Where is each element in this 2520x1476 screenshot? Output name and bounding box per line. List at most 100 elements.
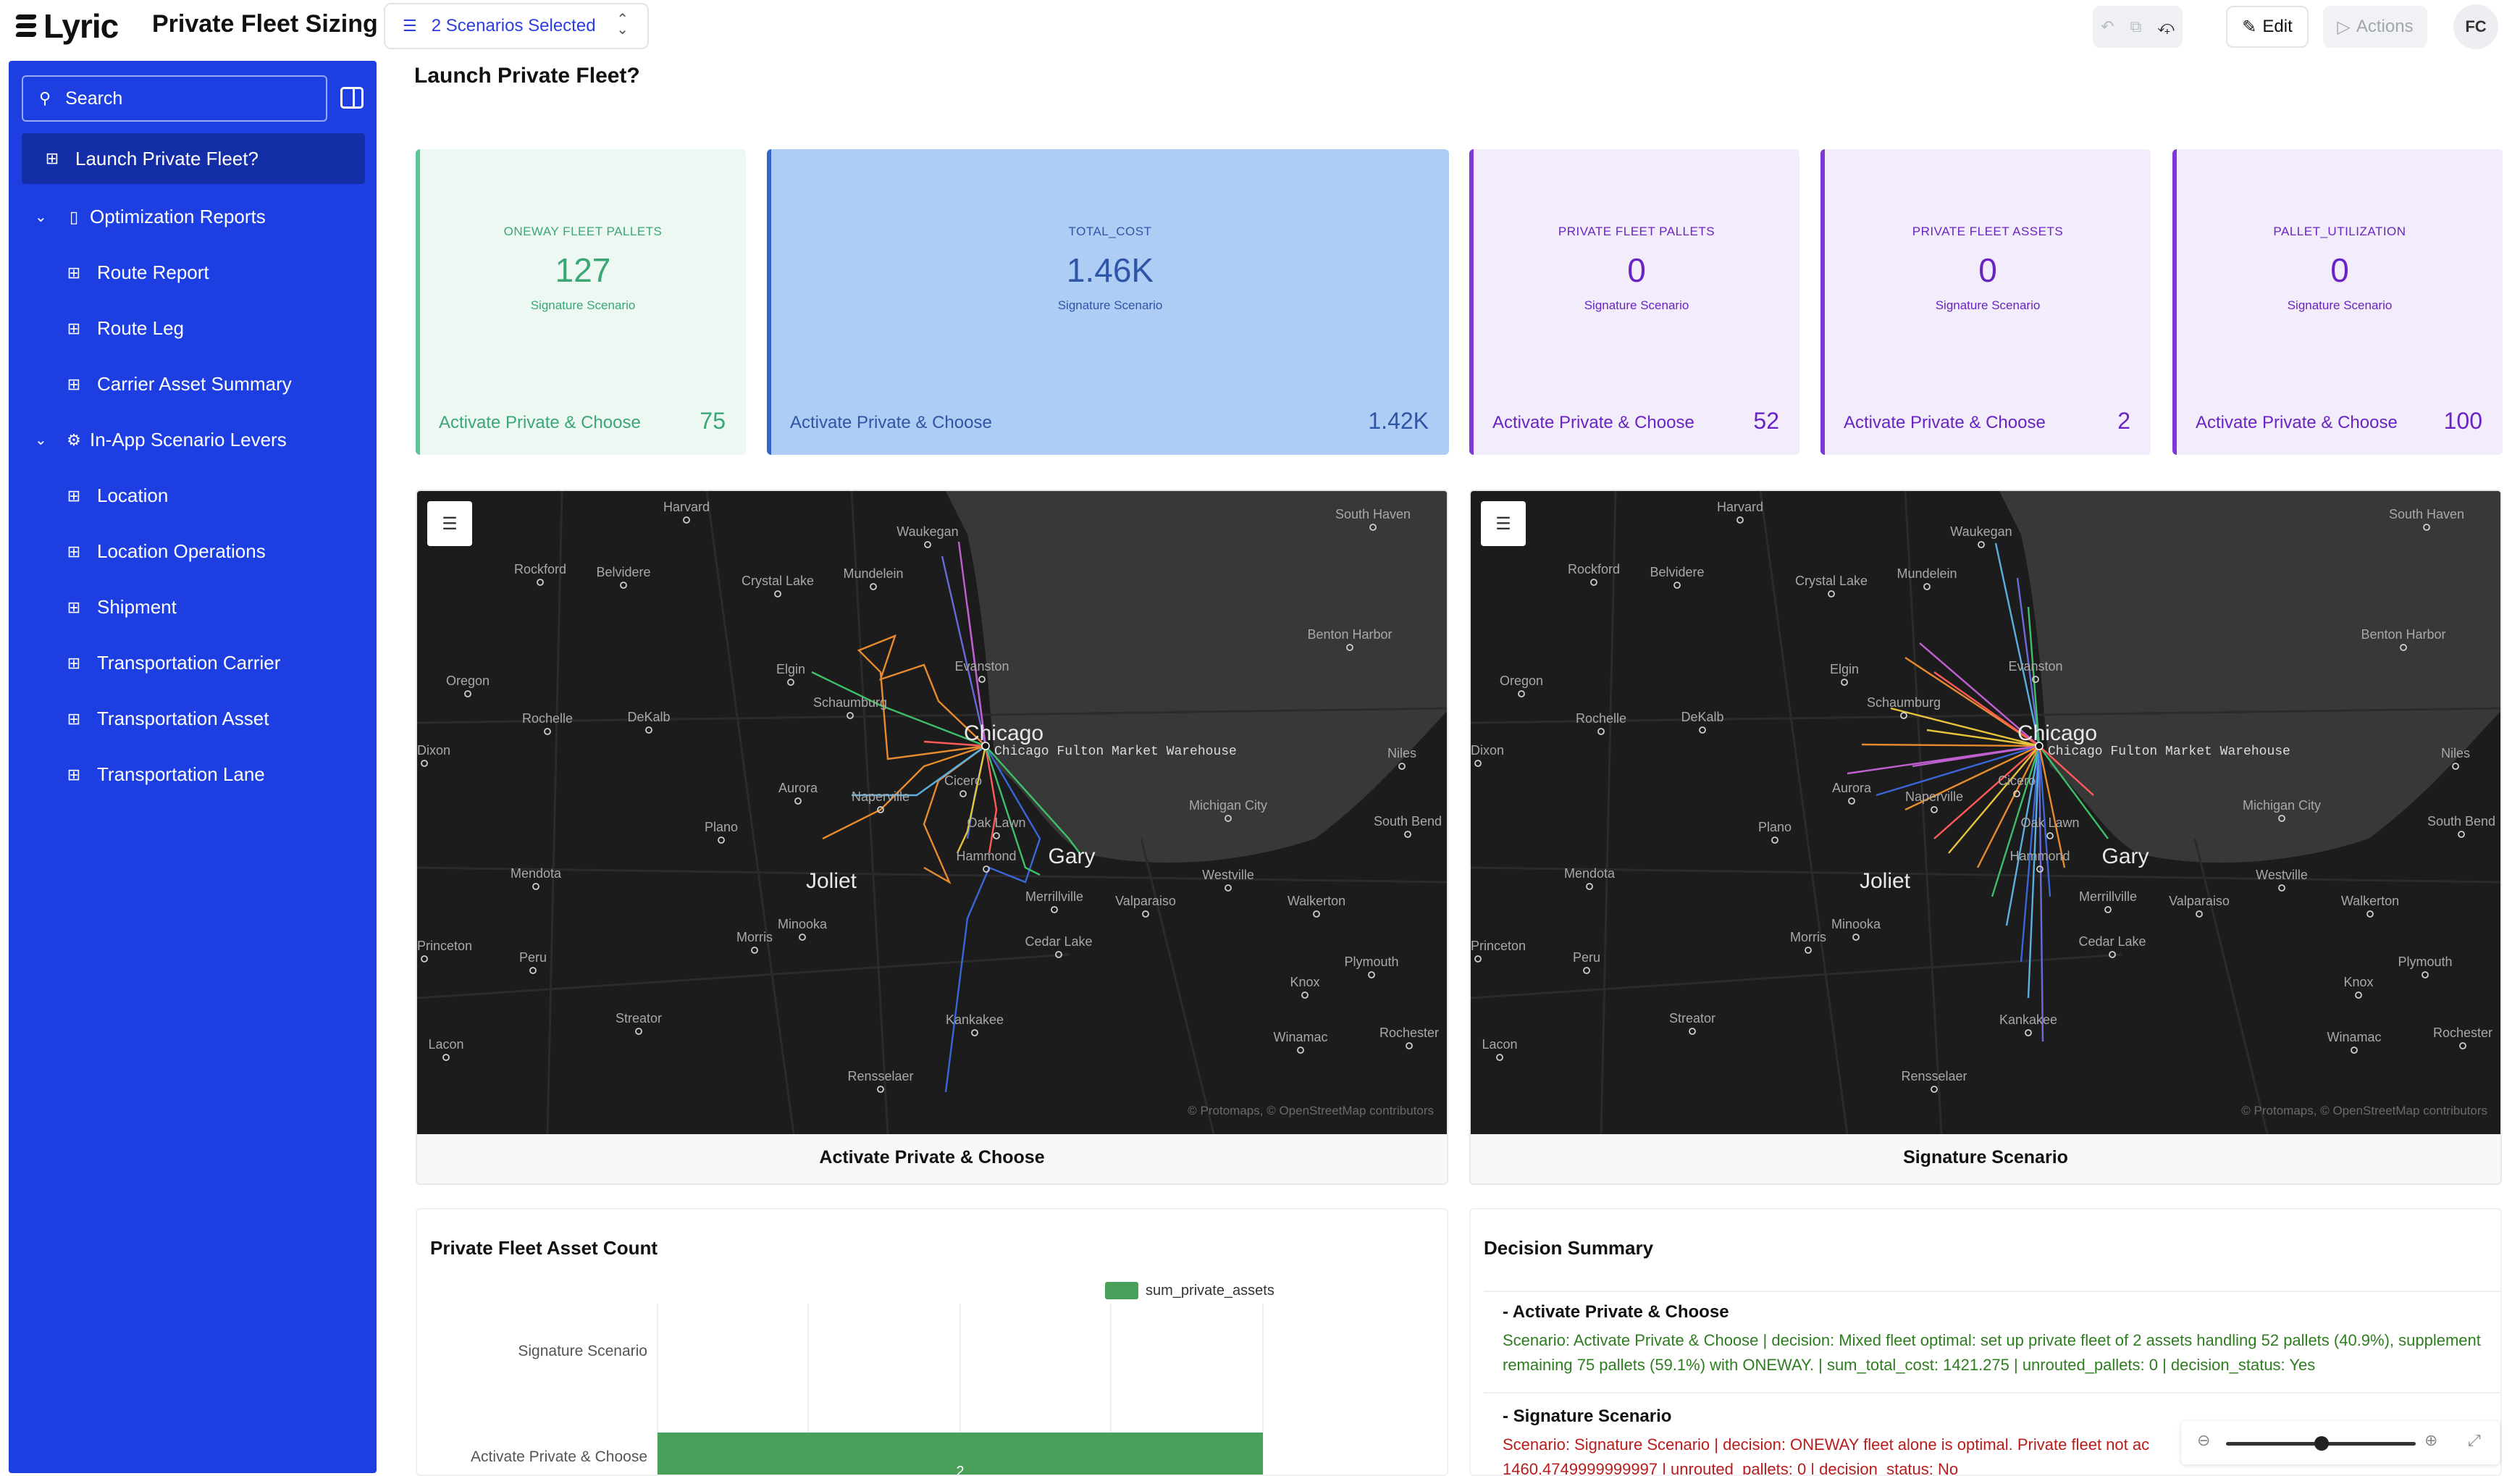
chart-legend[interactable]: sum_private_assets (1105, 1282, 1274, 1299)
app-title: Private Fleet Sizing (152, 10, 378, 38)
route-line[interactable] (2038, 745, 2094, 796)
route-line[interactable] (1933, 745, 2040, 839)
route-line[interactable] (2038, 745, 2051, 897)
map-place-label: Mendota (511, 866, 562, 881)
map-caption: Signature Scenario (1903, 1147, 2068, 1167)
map-place-label: Michigan City (2243, 798, 2321, 813)
kpi-compare-value: 2 (2117, 408, 2130, 434)
route-line[interactable] (2038, 745, 2044, 1042)
route-line[interactable] (2016, 577, 2041, 747)
route-line[interactable] (2038, 745, 2109, 839)
route-line[interactable] (1933, 671, 2040, 747)
sidebar-item-route-report[interactable]: ⊞ Route Report (9, 245, 377, 301)
search-input[interactable]: ⚲ Search (22, 75, 327, 122)
sidebar-item-shipment[interactable]: ⊞ Shipment (9, 579, 377, 635)
sidebar-group-in-app-scenario-levers[interactable]: ⌄ ⚙ In-App Scenario Levers (9, 412, 377, 468)
zoom-slider-handle[interactable] (2314, 1436, 2329, 1451)
route-line[interactable] (1904, 745, 2040, 811)
share-icon[interactable]: ⤽ (2157, 17, 2175, 35)
route-line[interactable] (1890, 707, 2040, 747)
layers-icon[interactable]: ☰ (427, 501, 472, 546)
sidebar-item-transportation-carrier[interactable]: ⊞ Transportation Carrier (9, 635, 377, 691)
route-map[interactable]: Harvard Waukegan South Haven Rockford Belvid… (1471, 491, 2502, 1134)
copy-icon[interactable]: ⧉ (2130, 17, 2142, 35)
route-line[interactable] (2038, 745, 2066, 868)
map-place-dot (1841, 679, 1848, 686)
kpi-compare-label: Activate Private & Choose (1844, 413, 2046, 432)
zoom-control: ⊖ ⊕ ⤢ (2181, 1421, 2500, 1464)
route-line[interactable] (1991, 745, 2041, 897)
sidebar-item-location-operations[interactable]: ⊞ Location Operations (9, 524, 377, 579)
route-line[interactable] (966, 606, 987, 747)
map-place-label: Cedar Lake (2078, 934, 2146, 949)
bar[interactable] (658, 1433, 1263, 1476)
route-map[interactable]: Harvard Waukegan South Haven Rockford Belvid… (417, 491, 1448, 1134)
map-place-label: Belvidere (1650, 565, 1704, 579)
map-place-dot (1900, 712, 1907, 719)
sidebar-item-carrier-asset-summary[interactable]: ⊞ Carrier Asset Summary (9, 356, 377, 412)
sidebar-collapse-icon[interactable] (340, 87, 364, 109)
route-line[interactable] (1976, 745, 2041, 868)
route-line[interactable] (944, 745, 1041, 1093)
map-place-label: South Haven (2389, 507, 2464, 521)
warehouse-marker[interactable] (981, 742, 990, 750)
route-line[interactable] (1948, 745, 2040, 854)
lyric-logo[interactable]: Lyric (13, 6, 119, 46)
undo-icon[interactable]: ↶ (2101, 17, 2114, 35)
kpi-label: ONEWAY FLEET PALLETS (503, 225, 663, 238)
kpi-card-pallet-utilization[interactable]: PALLET_UTILIZATION 0 Signature Scenario … (2172, 149, 2503, 455)
scenario-selector[interactable]: ☰ 2 Scenarios Selected ⌃ ⌄ (384, 3, 649, 49)
sidebar-item-launch-private-fleet[interactable]: ⊞ Launch Private Fleet? (22, 133, 365, 184)
kpi-card-private-fleet-pallets[interactable]: PRIVATE FLEET PALLETS 0 Signature Scenar… (1469, 149, 1799, 455)
route-line[interactable] (1919, 642, 2040, 747)
dashboard-icon: ⊞ (67, 486, 81, 505)
route-line[interactable] (852, 745, 986, 797)
route-line[interactable] (956, 745, 987, 854)
road-line (417, 953, 1070, 999)
actions-label: Actions (2356, 17, 2414, 36)
route-line[interactable] (811, 671, 986, 747)
zoom-in-icon[interactable]: ⊕ (2424, 1431, 2438, 1449)
map-place-dot (794, 797, 802, 805)
actions-button[interactable]: ▷ Actions (2323, 6, 2427, 48)
map-place-label: Winamac (1273, 1030, 1327, 1044)
map-place-dot (2458, 831, 2465, 838)
route-line[interactable] (1994, 542, 2041, 747)
route-line[interactable] (857, 634, 986, 760)
sidebar-group-optimization-reports[interactable]: ⌄ ▯ Optimization Reports (9, 189, 377, 245)
avatar[interactable]: FC (2453, 4, 2498, 49)
route-line[interactable] (2020, 745, 2041, 963)
sidebar-item-route-leg[interactable]: ⊞ Route Leg (9, 301, 377, 356)
map-place-label: Dixon (417, 743, 450, 758)
kpi-card-total-cost[interactable]: TOTAL_COST 1.46K Signature Scenario Acti… (767, 149, 1449, 455)
route-line[interactable] (941, 555, 987, 747)
map-place-dot (1848, 797, 1855, 805)
lake-michigan (1999, 491, 2500, 863)
route-line[interactable] (1861, 743, 2040, 747)
route-line[interactable] (1926, 729, 2040, 747)
route-line[interactable] (822, 745, 986, 840)
route-line[interactable] (985, 745, 1080, 854)
sidebar-item-transportation-lane[interactable]: ⊞ Transportation Lane (9, 747, 377, 802)
warehouse-label: Chicago Fulton Market Warehouse (994, 745, 1237, 759)
edit-button[interactable]: ✎ Edit (2226, 6, 2309, 48)
route-line[interactable] (984, 745, 998, 854)
warehouse-marker[interactable] (2035, 742, 2044, 750)
route-line[interactable] (984, 745, 1041, 876)
fullscreen-icon[interactable]: ⤢ (2468, 1431, 2481, 1449)
kpi-card-oneway-fleet-pallets[interactable]: ONEWAY FLEET PALLETS 127 Signature Scena… (416, 149, 746, 455)
map-place-label: Cicero (944, 773, 982, 788)
map-place-dot (2423, 524, 2430, 531)
kpi-card-private-fleet-assets[interactable]: PRIVATE FLEET ASSETS 0 Signature Scenari… (1820, 149, 2151, 455)
map-place-label: Knox (1290, 975, 1319, 989)
layers-icon[interactable]: ☰ (1481, 501, 1526, 546)
sidebar-item-location[interactable]: ⊞ Location (9, 468, 377, 524)
route-line[interactable] (1912, 745, 2040, 768)
sidebar-item-transportation-asset[interactable]: ⊞ Transportation Asset (9, 691, 377, 747)
route-line[interactable] (2005, 745, 2041, 926)
map-place-label: Harvard (663, 500, 710, 514)
route-line[interactable] (923, 740, 986, 747)
route-line[interactable] (1876, 745, 2040, 797)
zoom-out-icon[interactable]: ⊖ (2197, 1431, 2211, 1449)
route-line[interactable] (2027, 745, 2041, 999)
